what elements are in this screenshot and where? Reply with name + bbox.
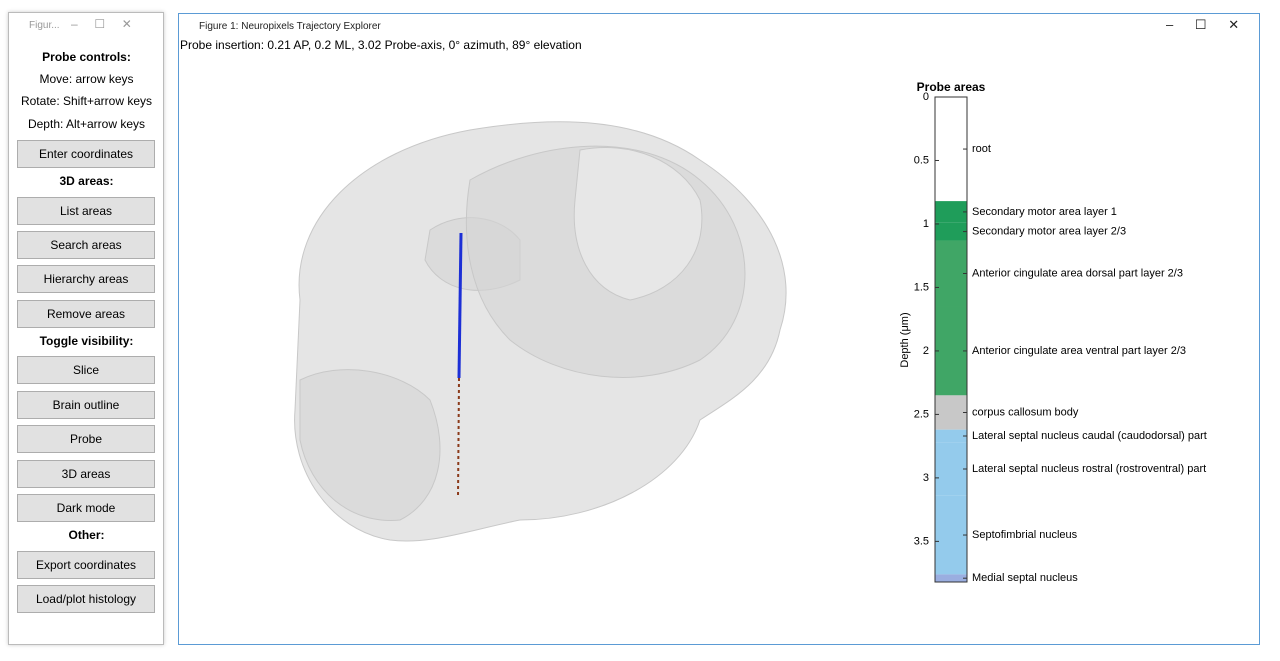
y-tick-label: 2 xyxy=(923,345,929,357)
area-label: Secondary motor area layer 2/3 xyxy=(972,225,1126,237)
button[interactable]: List areas xyxy=(17,197,155,225)
window-controls[interactable]: – ☐ ✕ xyxy=(1166,17,1240,32)
button[interactable]: Export coordinates xyxy=(17,551,155,579)
area-label: corpus callosum body xyxy=(972,406,1079,418)
button[interactable]: 3D areas xyxy=(17,460,155,488)
area-segment xyxy=(935,201,967,223)
brain-render xyxy=(294,121,787,542)
area-label: Lateral septal nucleus rostral (rostrove… xyxy=(972,463,1206,475)
instruction: Depth: Alt+arrow keys xyxy=(27,117,146,131)
button[interactable]: Search areas xyxy=(17,231,155,259)
probe-trajectory xyxy=(457,377,460,499)
y-tick-label: 1 xyxy=(923,218,929,230)
button[interactable]: Remove areas xyxy=(17,300,155,328)
button[interactable]: Enter coordinates xyxy=(17,140,155,168)
section-header: Toggle visibility: xyxy=(39,334,134,348)
area-segment xyxy=(935,395,967,430)
area-segment xyxy=(935,429,967,443)
area-segment xyxy=(935,495,967,575)
y-tick-label: 3.5 xyxy=(914,535,929,547)
instruction: Move: arrow keys xyxy=(39,72,134,86)
y-tick-label: 2.5 xyxy=(914,408,929,420)
button[interactable]: Dark mode xyxy=(17,494,155,522)
status-text: Probe insertion: 0.21 AP, 0.2 ML, 3.02 P… xyxy=(180,38,582,52)
probe xyxy=(457,232,463,379)
window-controls[interactable]: – ☐ ✕ xyxy=(71,17,132,31)
area-segment xyxy=(935,97,967,202)
area-label: Septofimbrial nucleus xyxy=(972,529,1078,541)
section-header: Probe controls: xyxy=(42,50,131,64)
area-segment xyxy=(935,574,967,582)
axis-box xyxy=(934,96,968,583)
instruction: Rotate: Shift+arrow keys xyxy=(20,94,153,108)
button[interactable]: Brain outline xyxy=(17,391,155,419)
area-segment xyxy=(935,240,967,307)
chart-title: Probe areas xyxy=(917,80,986,94)
window-title: Figure 1: Neuropixels Trajectory Explore… xyxy=(199,21,381,32)
area-label: root xyxy=(972,143,991,155)
y-tick-label: 0 xyxy=(923,91,929,103)
button[interactable]: Probe xyxy=(17,425,155,453)
side-window: Figur... – ☐ ✕ Probe controls: Move: arr… xyxy=(8,12,164,645)
section-header: 3D areas: xyxy=(59,174,114,188)
area-label: Anterior cingulate area ventral part lay… xyxy=(972,345,1186,357)
area-label: Medial septal nucleus xyxy=(972,572,1078,584)
area-label: Secondary motor area layer 1 xyxy=(972,206,1117,218)
area-label: Lateral septal nucleus caudal (caudodors… xyxy=(972,430,1207,442)
section-header: Other: xyxy=(68,528,105,542)
button[interactable]: Slice xyxy=(17,356,155,384)
y-tick-label: 3 xyxy=(923,472,929,484)
y-tick-label: 0.5 xyxy=(914,154,929,166)
area-segment xyxy=(935,442,967,496)
area-label: Anterior cingulate area dorsal part laye… xyxy=(972,267,1183,279)
area-segment xyxy=(935,222,967,241)
y-axis-label: Depth (μm) xyxy=(899,312,911,367)
y-tick-label: 1.5 xyxy=(914,281,929,293)
area-segment xyxy=(935,306,967,396)
button[interactable]: Load/plot histology xyxy=(17,585,155,613)
window-title: Figur... xyxy=(29,20,60,31)
button[interactable]: Hierarchy areas xyxy=(17,265,155,293)
